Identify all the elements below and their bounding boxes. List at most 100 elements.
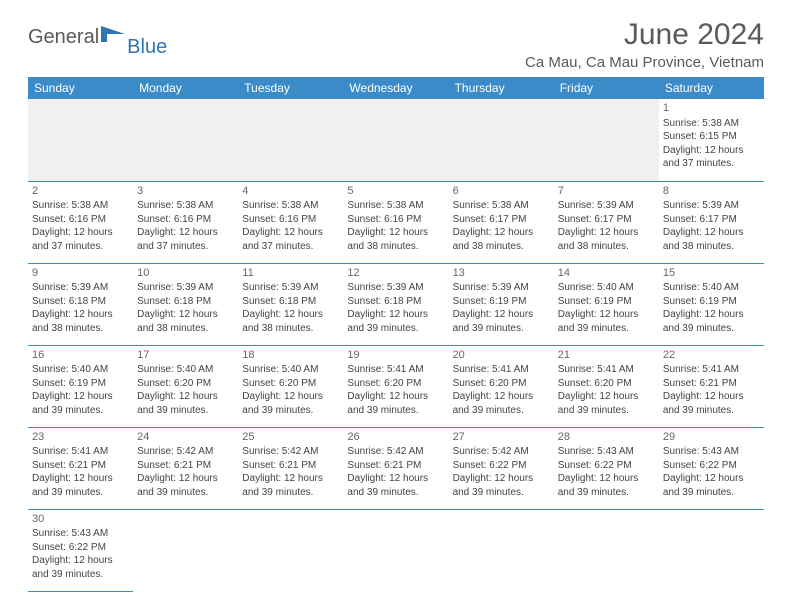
weekday-header: Thursday [449, 77, 554, 99]
sunrise-text: Sunrise: 5:38 AM [242, 199, 339, 213]
day-number: 25 [242, 430, 339, 445]
day-number: 4 [242, 184, 339, 199]
calendar-cell: 3Sunrise: 5:38 AMSunset: 6:16 PMDaylight… [133, 181, 238, 263]
daylight-text: and 39 minutes. [663, 322, 760, 336]
daylight-text: and 39 minutes. [663, 486, 760, 500]
sunset-text: Sunset: 6:20 PM [558, 377, 655, 391]
sunset-text: Sunset: 6:21 PM [347, 459, 444, 473]
sunset-text: Sunset: 6:18 PM [137, 295, 234, 309]
calendar-cell [343, 509, 448, 591]
daylight-text: and 38 minutes. [242, 322, 339, 336]
calendar-cell: 10Sunrise: 5:39 AMSunset: 6:18 PMDayligh… [133, 263, 238, 345]
sunrise-text: Sunrise: 5:41 AM [558, 363, 655, 377]
sunset-text: Sunset: 6:22 PM [558, 459, 655, 473]
daylight-text: Daylight: 12 hours [32, 390, 129, 404]
daylight-text: Daylight: 12 hours [663, 308, 760, 322]
day-number: 23 [32, 430, 129, 445]
day-number: 10 [137, 266, 234, 281]
calendar-cell: 16Sunrise: 5:40 AMSunset: 6:19 PMDayligh… [28, 345, 133, 427]
daylight-text: and 39 minutes. [242, 404, 339, 418]
daylight-text: Daylight: 12 hours [558, 472, 655, 486]
daylight-text: and 39 minutes. [347, 322, 444, 336]
daylight-text: and 39 minutes. [663, 404, 760, 418]
weekday-header: Sunday [28, 77, 133, 99]
daylight-text: and 37 minutes. [32, 240, 129, 254]
weekday-header-row: Sunday Monday Tuesday Wednesday Thursday… [28, 77, 764, 99]
calendar-cell: 29Sunrise: 5:43 AMSunset: 6:22 PMDayligh… [659, 427, 764, 509]
calendar-cell: 21Sunrise: 5:41 AMSunset: 6:20 PMDayligh… [554, 345, 659, 427]
calendar-cell: 23Sunrise: 5:41 AMSunset: 6:21 PMDayligh… [28, 427, 133, 509]
day-number: 3 [137, 184, 234, 199]
sunrise-text: Sunrise: 5:39 AM [453, 281, 550, 295]
calendar-cell [28, 99, 133, 181]
daylight-text: and 38 minutes. [137, 322, 234, 336]
sunrise-text: Sunrise: 5:42 AM [242, 445, 339, 459]
day-number: 7 [558, 184, 655, 199]
sunset-text: Sunset: 6:16 PM [137, 213, 234, 227]
daylight-text: Daylight: 12 hours [137, 226, 234, 240]
calendar-cell: 6Sunrise: 5:38 AMSunset: 6:17 PMDaylight… [449, 181, 554, 263]
daylight-text: and 39 minutes. [137, 486, 234, 500]
day-number: 29 [663, 430, 760, 445]
calendar-row: 23Sunrise: 5:41 AMSunset: 6:21 PMDayligh… [28, 427, 764, 509]
calendar-cell: 1Sunrise: 5:38 AMSunset: 6:15 PMDaylight… [659, 99, 764, 181]
calendar-cell: 30Sunrise: 5:43 AMSunset: 6:22 PMDayligh… [28, 509, 133, 591]
sunrise-text: Sunrise: 5:43 AM [558, 445, 655, 459]
calendar-cell: 26Sunrise: 5:42 AMSunset: 6:21 PMDayligh… [343, 427, 448, 509]
day-number: 1 [663, 101, 760, 116]
calendar-cell [238, 509, 343, 591]
day-number: 5 [347, 184, 444, 199]
month-title: June 2024 [525, 18, 764, 52]
logo: General Blue [28, 18, 169, 51]
daylight-text: and 39 minutes. [32, 486, 129, 500]
calendar-cell: 18Sunrise: 5:40 AMSunset: 6:20 PMDayligh… [238, 345, 343, 427]
sunrise-text: Sunrise: 5:42 AM [453, 445, 550, 459]
sunrise-text: Sunrise: 5:40 AM [663, 281, 760, 295]
daylight-text: and 39 minutes. [453, 486, 550, 500]
sunrise-text: Sunrise: 5:40 AM [242, 363, 339, 377]
daylight-text: and 39 minutes. [347, 404, 444, 418]
calendar-cell: 19Sunrise: 5:41 AMSunset: 6:20 PMDayligh… [343, 345, 448, 427]
weekday-header: Friday [554, 77, 659, 99]
sunset-text: Sunset: 6:15 PM [663, 130, 760, 144]
calendar-cell [449, 509, 554, 591]
day-number: 2 [32, 184, 129, 199]
calendar-cell: 27Sunrise: 5:42 AMSunset: 6:22 PMDayligh… [449, 427, 554, 509]
daylight-text: Daylight: 12 hours [453, 472, 550, 486]
daylight-text: Daylight: 12 hours [558, 226, 655, 240]
calendar-cell: 8Sunrise: 5:39 AMSunset: 6:17 PMDaylight… [659, 181, 764, 263]
day-number: 13 [453, 266, 550, 281]
sunset-text: Sunset: 6:22 PM [453, 459, 550, 473]
daylight-text: and 39 minutes. [453, 322, 550, 336]
daylight-text: Daylight: 12 hours [347, 308, 444, 322]
day-number: 6 [453, 184, 550, 199]
sunset-text: Sunset: 6:22 PM [32, 541, 129, 555]
daylight-text: and 38 minutes. [558, 240, 655, 254]
daylight-text: Daylight: 12 hours [242, 226, 339, 240]
day-number: 21 [558, 348, 655, 363]
daylight-text: Daylight: 12 hours [347, 390, 444, 404]
daylight-text: Daylight: 12 hours [32, 308, 129, 322]
calendar-cell: 22Sunrise: 5:41 AMSunset: 6:21 PMDayligh… [659, 345, 764, 427]
daylight-text: Daylight: 12 hours [663, 472, 760, 486]
daylight-text: and 38 minutes. [347, 240, 444, 254]
daylight-text: Daylight: 12 hours [663, 390, 760, 404]
logo-text-general: General [28, 26, 99, 49]
day-number: 14 [558, 266, 655, 281]
daylight-text: and 39 minutes. [558, 486, 655, 500]
day-number: 16 [32, 348, 129, 363]
day-number: 19 [347, 348, 444, 363]
daylight-text: Daylight: 12 hours [137, 390, 234, 404]
day-number: 28 [558, 430, 655, 445]
sunrise-text: Sunrise: 5:38 AM [32, 199, 129, 213]
calendar-cell: 17Sunrise: 5:40 AMSunset: 6:20 PMDayligh… [133, 345, 238, 427]
daylight-text: Daylight: 12 hours [242, 390, 339, 404]
sunset-text: Sunset: 6:19 PM [32, 377, 129, 391]
daylight-text: and 39 minutes. [453, 404, 550, 418]
weekday-header: Tuesday [238, 77, 343, 99]
sunset-text: Sunset: 6:20 PM [242, 377, 339, 391]
sunset-text: Sunset: 6:16 PM [242, 213, 339, 227]
day-number: 26 [347, 430, 444, 445]
sunset-text: Sunset: 6:21 PM [32, 459, 129, 473]
location-text: Ca Mau, Ca Mau Province, Vietnam [525, 54, 764, 71]
